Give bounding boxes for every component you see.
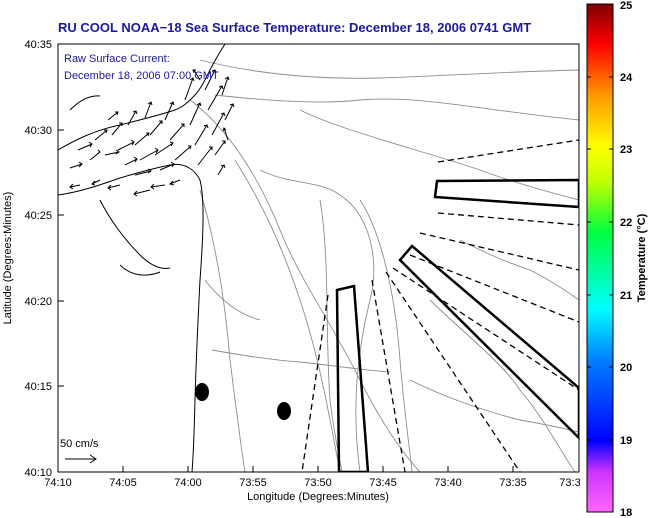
colorbar-tick: 18 [620, 507, 632, 518]
current-vector-arrow [214, 140, 226, 156]
colorbar-label: Temperature (°C) [636, 213, 648, 302]
current-vector-arrow [77, 141, 93, 151]
colorbar-gradient [586, 3, 614, 513]
colorbar-tick: 20 [620, 362, 632, 374]
current-vector-arrow [204, 69, 217, 91]
y-tick-labels: 40:35 40:30 40:25 40:20 40:15 40:10 [24, 39, 52, 479]
current-vectors [69, 69, 235, 197]
current-vector-arrow [224, 103, 235, 121]
current-vector-arrow [169, 179, 181, 186]
scale-label: 50 cm/s [60, 438, 99, 450]
current-vector-arrow [111, 122, 123, 136]
y-tick-label: 40:15 [24, 381, 52, 393]
inset-label-current: Raw Surface Current: [64, 53, 170, 65]
current-vector-arrow [127, 110, 138, 126]
colorbar-tick: 19 [620, 435, 632, 447]
map-title: RU COOL NOAA−18 Sea Surface Temperature:… [58, 20, 531, 35]
x-tick-label: 73:50 [304, 477, 332, 489]
x-tick-label: 74:00 [174, 477, 202, 489]
current-vector-arrow [144, 101, 153, 119]
y-tick-label: 40:35 [24, 39, 52, 51]
current-vector-arrow [104, 149, 120, 156]
current-vector-arrow [117, 139, 135, 151]
current-vector-arrow [217, 164, 226, 176]
colorbar-tick: 24 [620, 72, 633, 84]
x-tick-labels: 74:10 74:05 74:00 73:55 73:50 73:45 73:4… [44, 477, 580, 489]
colorbar-tick: 22 [620, 217, 632, 229]
current-vector-arrow [221, 76, 230, 96]
current-vector-arrow [174, 145, 192, 161]
current-vector-arrow [94, 129, 108, 141]
ship-tracks-dashed [301, 139, 579, 472]
buoy-marker [277, 402, 291, 420]
x-tick-label: 73:45 [369, 477, 397, 489]
current-vector-arrow [197, 146, 213, 166]
x-tick-label: 73:55 [239, 477, 267, 489]
current-vector-arrow [107, 111, 119, 121]
current-vector-arrow [222, 127, 229, 141]
map-plot-area: Raw Surface Current: December 18, 2006 0… [57, 43, 580, 473]
bathymetry-contours [189, 59, 579, 472]
colorbar-tick: 25 [620, 0, 632, 12]
current-vector-arrow [69, 161, 83, 169]
scale-arrow [65, 454, 97, 464]
current-vector-arrow [211, 112, 226, 136]
current-vector-arrow [124, 156, 138, 166]
inset-label-date: December 18, 2006 07:00 GMT [64, 70, 219, 82]
current-vector-arrow [149, 120, 163, 136]
buoy-marker [195, 383, 209, 401]
current-vector-arrow [189, 102, 202, 126]
x-tick-label: 74:10 [44, 477, 72, 489]
current-vector-arrow [89, 149, 101, 161]
x-tick-label: 74:05 [109, 477, 137, 489]
x-tick-label: 73:3 [559, 477, 580, 489]
current-vector-arrow [194, 124, 209, 146]
x-tick-label: 73:35 [499, 477, 527, 489]
current-vector-arrow [134, 168, 152, 176]
colorbar-tick: 21 [620, 290, 632, 302]
current-vector-arrow [207, 85, 224, 111]
current-vector-arrow [139, 147, 159, 161]
current-vector-arrow [69, 183, 81, 190]
current-vector-arrow [154, 141, 174, 156]
current-vector-arrow [134, 132, 150, 146]
y-tick-label: 40:20 [24, 296, 52, 308]
colorbar-tick: 23 [620, 144, 632, 156]
y-tick-label: 40:10 [24, 467, 52, 479]
y-tick-label: 40:30 [24, 125, 52, 137]
coastline [58, 44, 226, 472]
current-vector-arrow [169, 123, 185, 141]
current-vector-arrow [184, 77, 195, 101]
current-vector-arrow [159, 161, 175, 171]
y-tick-label: 40:25 [24, 210, 52, 222]
current-vector-arrow [164, 101, 175, 121]
current-vector-arrow [133, 189, 151, 197]
y-axis-label: Latitude (Degrees:Minutes) [2, 192, 14, 325]
colorbar: 25 24 23 22 21 20 19 18 Temperature (°C) [586, 0, 648, 518]
axis-ticks [57, 43, 514, 472]
x-tick-label: 73:40 [434, 477, 462, 489]
x-axis-label: Longitude (Degrees:Minutes) [247, 491, 389, 503]
current-vector-arrow [107, 184, 121, 191]
current-vector-arrow [192, 69, 201, 81]
current-vector-arrow [150, 183, 166, 190]
ship-tracks-boxes [335, 178, 579, 472]
current-vector-arrow [91, 179, 101, 186]
